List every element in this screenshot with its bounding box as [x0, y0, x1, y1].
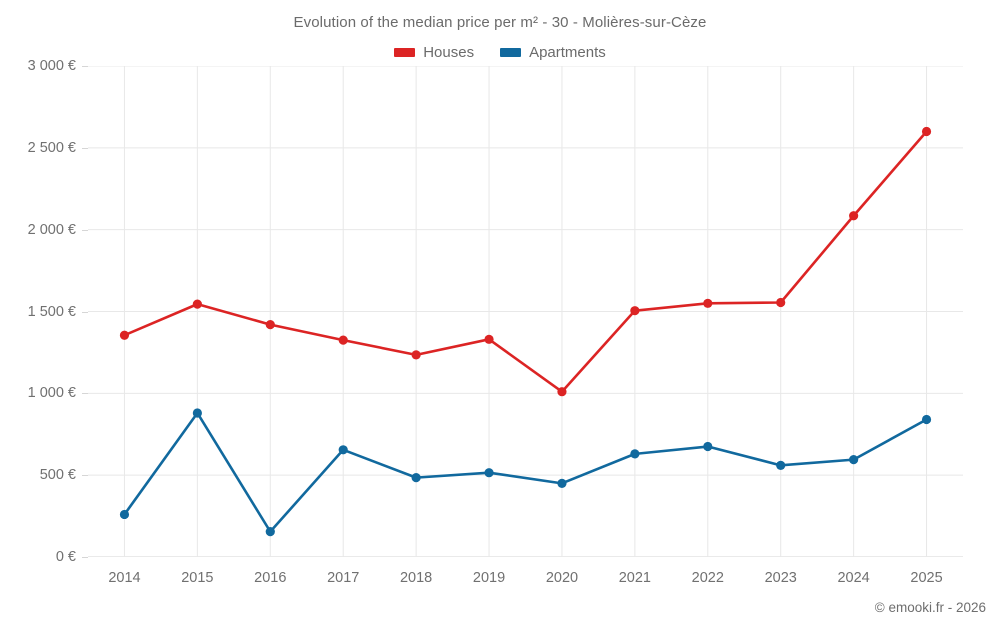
plot-area: [88, 66, 963, 557]
data-point-houses-2022: [703, 298, 713, 308]
legend-label-houses: Houses: [423, 44, 475, 61]
data-point-apartments-2018: [411, 473, 421, 483]
y-tick-label: 1 500 €: [27, 303, 76, 320]
chart-title: Evolution of the median price per m² - 3…: [293, 14, 707, 31]
x-tick-label: 2022: [691, 570, 724, 586]
chart-canvas: [88, 66, 963, 557]
y-tick-label: 2 500 €: [27, 139, 76, 156]
x-tick-label: 2023: [764, 570, 797, 586]
data-point-houses-2016: [265, 319, 275, 330]
data-point-apartments-2015: [192, 408, 202, 418]
x-tick-label: 2016: [254, 570, 287, 586]
x-tick-label: 2018: [399, 570, 433, 586]
y-tick-label: 1 000 €: [27, 385, 76, 402]
data-point-houses-2014: [119, 330, 130, 340]
legend-item-houses[interactable]: Houses: [394, 44, 474, 61]
data-point-apartments-2021: [630, 449, 640, 459]
data-point-apartments-2016: [265, 527, 275, 537]
data-point-houses-2017: [338, 335, 348, 345]
data-point-houses-2023: [776, 297, 786, 308]
x-tick-label: 2014: [108, 570, 141, 586]
y-tick-label: 500 €: [39, 467, 76, 484]
legend-label-apartments: Apartments: [529, 44, 606, 61]
copyright-credit: © emooki.fr - 2026: [874, 600, 986, 615]
data-point-houses-2025: [921, 126, 932, 137]
x-tick-label: 2021: [618, 570, 652, 586]
data-point-apartments-2020: [557, 478, 567, 488]
data-point-houses-2024: [849, 211, 859, 221]
x-tick-label: 2017: [327, 570, 360, 586]
x-tick-label: 2025: [910, 570, 943, 586]
data-point-apartments-2023: [776, 460, 786, 470]
x-tick-label: 2015: [181, 570, 214, 586]
data-point-apartments-2024: [849, 455, 859, 465]
x-tick-label: 2020: [545, 570, 579, 586]
y-tick-label: 0 €: [55, 549, 76, 565]
x-tick-label: 2024: [837, 570, 870, 586]
data-point-houses-2020: [557, 387, 567, 397]
data-point-houses-2019: [484, 334, 494, 344]
legend-swatch-apartments-icon: [500, 48, 522, 57]
chart-legend: Houses Apartments: [0, 44, 1000, 61]
data-point-apartments-2022: [703, 441, 713, 452]
y-axis-tick: [82, 557, 88, 558]
y-tick-label: 2 000 €: [27, 221, 76, 238]
data-point-apartments-2014: [119, 509, 130, 520]
data-point-apartments-2025: [921, 414, 932, 425]
legend-item-apartments[interactable]: Apartments: [500, 44, 606, 61]
legend-swatch-houses-icon: [394, 48, 416, 57]
data-point-apartments-2017: [338, 445, 348, 455]
x-tick-label: 2019: [472, 570, 506, 586]
series-line-apartments: [123, 411, 928, 533]
series-line-houses: [123, 130, 928, 394]
data-point-apartments-2019: [484, 468, 494, 478]
data-point-houses-2021: [630, 306, 640, 316]
data-point-houses-2018: [411, 350, 421, 360]
data-point-houses-2015: [192, 299, 202, 309]
